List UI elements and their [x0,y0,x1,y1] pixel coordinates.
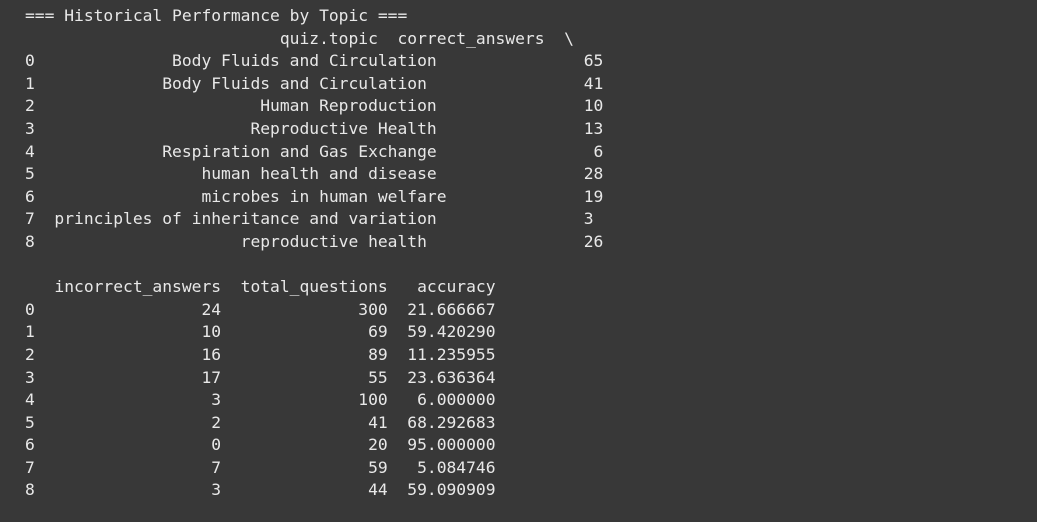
table2-header: incorrect_answers total_questions accura… [25,277,496,297]
table1-row: 6 microbes in human welfare 19 [25,186,604,206]
table2-row: 8 3 44 59.090909 [25,480,496,500]
table1-row: 1 Body Fluids and Circulation 41 [25,73,604,93]
output-heading: === Historical Performance by Topic === [25,6,408,25]
table2-row: 1 10 69 59.420290 [25,322,496,342]
table1-row: 7 principles of inheritance and variatio… [25,209,594,229]
table1-header: quiz.topic correct_answers \ [25,28,574,48]
table2: incorrect_answers total_questions accura… [25,276,1037,502]
table2-row: 5 2 41 68.292683 [25,412,496,432]
table2-row: 3 17 55 23.636364 [25,367,496,387]
table1-row: 8 reproductive health 26 [25,231,604,251]
table1-row: 4 Respiration and Gas Exchange 6 [25,141,604,161]
table2-row: 4 3 100 6.000000 [25,390,496,410]
table1-row: 0 Body Fluids and Circulation 65 [25,51,604,71]
table1-row: 2 Human Reproduction 10 [25,96,604,116]
table2-row: 0 24 300 21.666667 [25,299,496,319]
blank-line [25,254,1037,277]
table1: quiz.topic correct_answers \ 0 Body Flui… [25,28,1037,254]
table2-row: 2 16 89 11.235955 [25,344,496,364]
table2-row: 7 7 59 5.084746 [25,457,496,477]
table1-row: 5 human health and disease 28 [25,164,604,184]
table2-row: 6 0 20 95.000000 [25,435,496,455]
table1-row: 3 Reproductive Health 13 [25,118,604,138]
